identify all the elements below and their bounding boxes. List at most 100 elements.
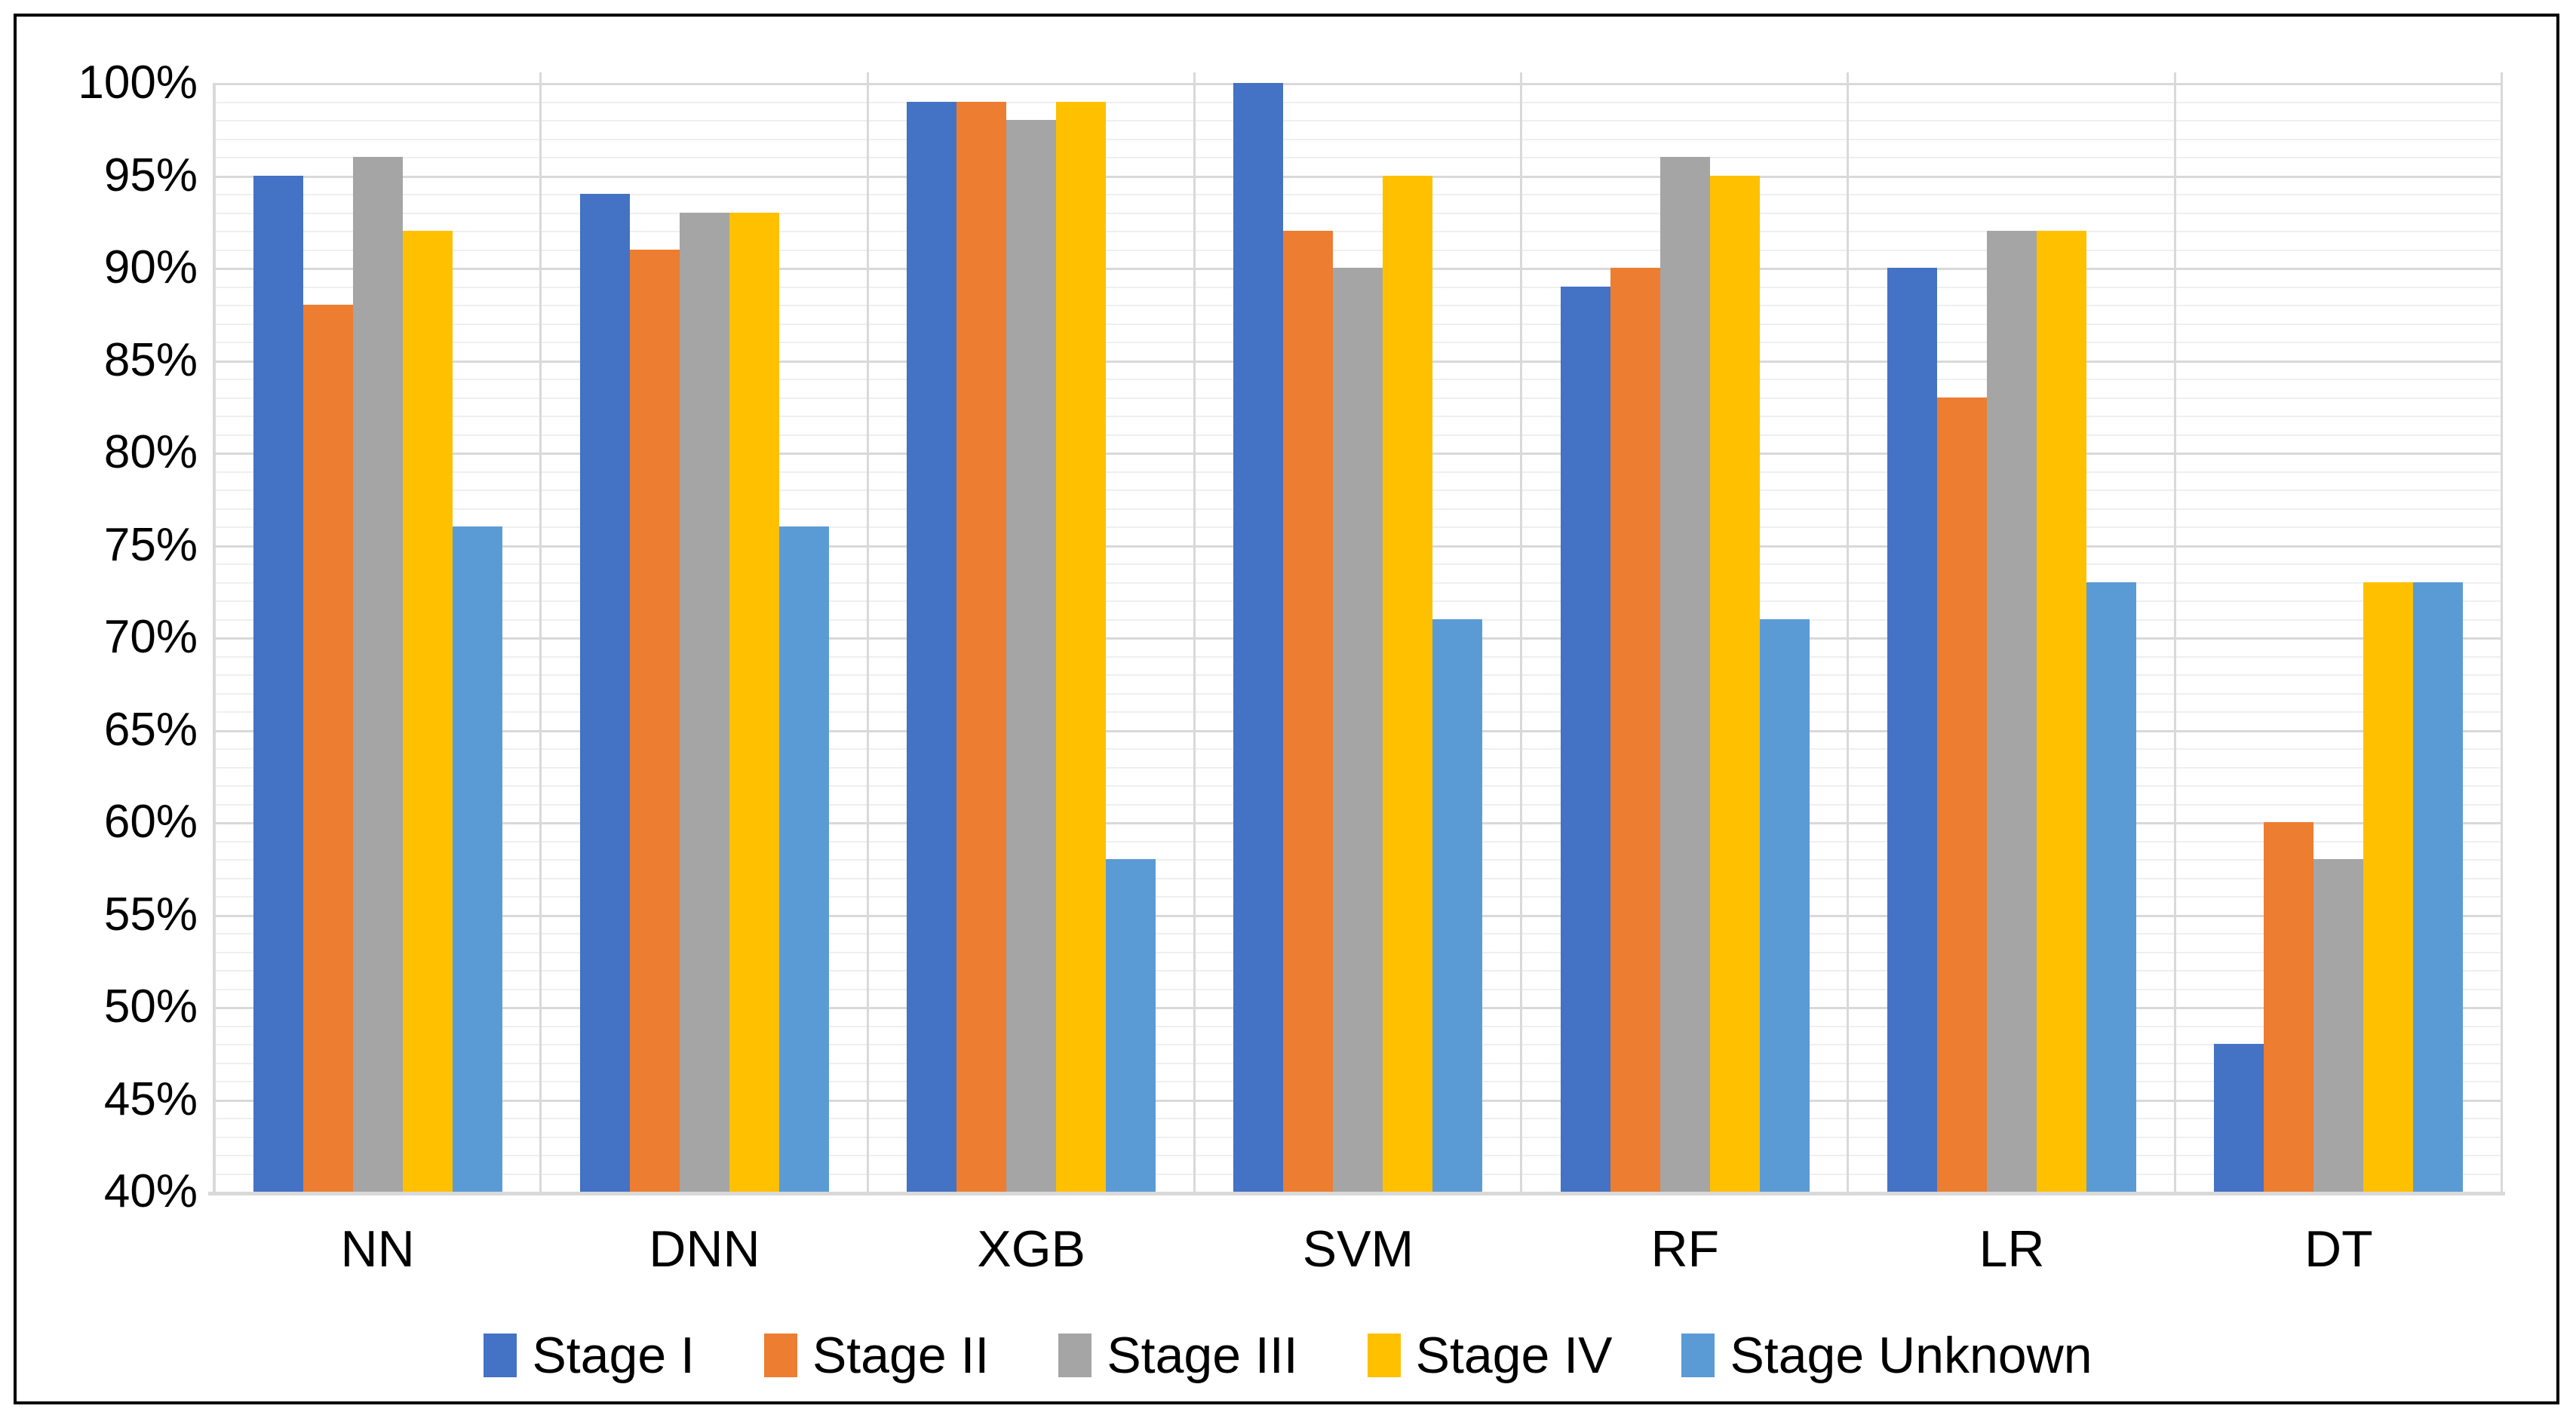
bar-group-lr bbox=[1848, 83, 2175, 1192]
legend-item-stage-iii: Stage III bbox=[1058, 1325, 1298, 1386]
bar-stage-iv-dnn bbox=[729, 212, 779, 1192]
bar-stage-unknown-dt bbox=[2413, 582, 2464, 1192]
bar-stage-unknown-svm bbox=[1432, 618, 1483, 1192]
y-tick-label: 90% bbox=[103, 241, 198, 293]
x-tick-label-svm: SVM bbox=[1302, 1220, 1414, 1278]
y-tick-label: 80% bbox=[103, 426, 198, 478]
category-separator bbox=[1847, 72, 1850, 1192]
y-tick-label: 85% bbox=[103, 333, 198, 386]
bar-group-nn bbox=[214, 83, 541, 1192]
y-tick-label: 50% bbox=[103, 981, 198, 1033]
bar-stage-iii-nn bbox=[352, 157, 403, 1192]
gridline-major bbox=[214, 175, 2502, 178]
y-tick-label: 75% bbox=[103, 518, 198, 571]
x-tick-label-lr: LR bbox=[1979, 1220, 2045, 1278]
legend-label-stage-i: Stage I bbox=[532, 1327, 695, 1384]
bar-stage-iii-rf bbox=[1660, 157, 1710, 1192]
legend-item-stage-i: Stage I bbox=[484, 1325, 695, 1386]
legend: Stage I Stage II Stage III Stage IV Stage Un… bbox=[0, 1314, 2576, 1397]
bar-stage-unknown-rf bbox=[1759, 618, 1810, 1192]
bar-stage-iv-rf bbox=[1709, 175, 1760, 1192]
category-separator bbox=[1193, 72, 1196, 1192]
gridline-minor bbox=[214, 231, 2502, 232]
gridline-minor bbox=[214, 138, 2502, 140]
bar-stage-i-nn bbox=[253, 175, 303, 1192]
gridline-minor bbox=[214, 194, 2502, 195]
gridline-minor bbox=[214, 120, 2502, 121]
category-separator bbox=[2501, 72, 2503, 1192]
bar-stage-ii-dnn bbox=[629, 249, 680, 1192]
y-tick-label: 65% bbox=[103, 703, 198, 756]
legend-swatch-stage-ii bbox=[763, 1334, 797, 1377]
bar-stage-iii-dnn bbox=[679, 212, 729, 1192]
bar-stage-i-dt bbox=[2214, 1044, 2264, 1192]
x-tick-label-nn: NN bbox=[340, 1220, 415, 1278]
legend-swatch-stage-iv bbox=[1367, 1334, 1401, 1377]
y-tick-label: 40% bbox=[103, 1165, 198, 1217]
x-tick-label-dnn: DNN bbox=[649, 1220, 760, 1278]
y-axis: 100% 95% 90% 85% 80% 75% 70% 65% 60% 55% 50% 45% 40% bbox=[0, 0, 198, 1421]
bar-stage-unknown-nn bbox=[452, 526, 502, 1192]
gridline-minor bbox=[214, 101, 2502, 103]
bar-group-rf bbox=[1521, 83, 1848, 1192]
x-axis-line bbox=[208, 1192, 2505, 1195]
y-axis-line bbox=[213, 83, 216, 1192]
category-separator bbox=[1520, 72, 1523, 1192]
plot-area bbox=[208, 72, 2505, 1195]
bar-stage-ii-rf bbox=[1610, 268, 1660, 1192]
gridline-minor bbox=[214, 212, 2502, 214]
bar-stage-unknown-dnn bbox=[778, 526, 829, 1192]
bar-stage-i-dnn bbox=[579, 194, 630, 1192]
bar-stage-ii-dt bbox=[2264, 822, 2314, 1192]
bar-stage-ii-svm bbox=[1283, 231, 1334, 1192]
x-tick-label-dt: DT bbox=[2304, 1220, 2373, 1278]
bar-stage-ii-xgb bbox=[956, 101, 1007, 1192]
bar-stage-iii-dt bbox=[2313, 859, 2364, 1192]
category-separator bbox=[539, 72, 542, 1192]
bar-stage-i-lr bbox=[1887, 268, 1938, 1192]
bar-stage-unknown-lr bbox=[2086, 582, 2137, 1192]
bar-group-xgb bbox=[868, 83, 1195, 1192]
legend-label-stage-ii: Stage II bbox=[812, 1327, 990, 1384]
bar-stage-ii-nn bbox=[302, 305, 353, 1192]
legend-label-stage-iv: Stage IV bbox=[1415, 1327, 1613, 1384]
bar-stage-i-xgb bbox=[907, 101, 957, 1192]
bar-group-svm bbox=[1195, 83, 1521, 1192]
legend-label-stage-unknown: Stage Unknown bbox=[1730, 1327, 2092, 1384]
bar-stage-iv-nn bbox=[402, 231, 453, 1192]
y-tick-label: 60% bbox=[103, 796, 198, 848]
gridline-minor bbox=[214, 249, 2502, 251]
legend-swatch-stage-unknown bbox=[1681, 1334, 1715, 1377]
bar-stage-ii-lr bbox=[1937, 397, 1988, 1192]
y-tick-label: 100% bbox=[78, 57, 198, 109]
bar-stage-iv-svm bbox=[1383, 175, 1433, 1192]
gridline-major bbox=[214, 83, 2502, 85]
bar-group-dnn bbox=[541, 83, 867, 1192]
x-tick-label-xgb: XGB bbox=[977, 1220, 1085, 1278]
bars-layer bbox=[214, 83, 2502, 1192]
bar-stage-i-svm bbox=[1233, 83, 1284, 1192]
bar-stage-iv-dt bbox=[2363, 582, 2414, 1192]
bar-stage-iv-lr bbox=[2037, 231, 2087, 1192]
bar-stage-iii-svm bbox=[1333, 268, 1383, 1192]
category-separator bbox=[2173, 72, 2176, 1192]
y-tick-label: 55% bbox=[103, 888, 198, 941]
bar-group-dt bbox=[2175, 83, 2502, 1192]
y-tick-label: 45% bbox=[103, 1073, 198, 1125]
x-tick-label-rf: RF bbox=[1650, 1220, 1720, 1278]
legend-swatch-stage-i bbox=[484, 1334, 517, 1377]
category-separator bbox=[866, 72, 869, 1192]
gridline-minor bbox=[214, 157, 2502, 158]
bar-stage-iii-lr bbox=[1987, 231, 2037, 1192]
legend-label-stage-iii: Stage III bbox=[1107, 1327, 1298, 1384]
bar-stage-iii-xgb bbox=[1006, 120, 1057, 1192]
x-axis: NN DNN XGB SVM RF LR DT bbox=[0, 1211, 2576, 1294]
bar-stage-unknown-xgb bbox=[1106, 859, 1156, 1192]
legend-swatch-stage-iii bbox=[1058, 1334, 1092, 1377]
y-tick-label: 95% bbox=[103, 149, 198, 201]
legend-item-stage-ii: Stage II bbox=[763, 1325, 990, 1386]
bar-stage-i-rf bbox=[1560, 286, 1610, 1192]
bar-stage-iv-xgb bbox=[1056, 101, 1107, 1192]
legend-item-stage-iv: Stage IV bbox=[1367, 1325, 1613, 1386]
legend-item-stage-unknown: Stage Unknown bbox=[1681, 1325, 2092, 1386]
